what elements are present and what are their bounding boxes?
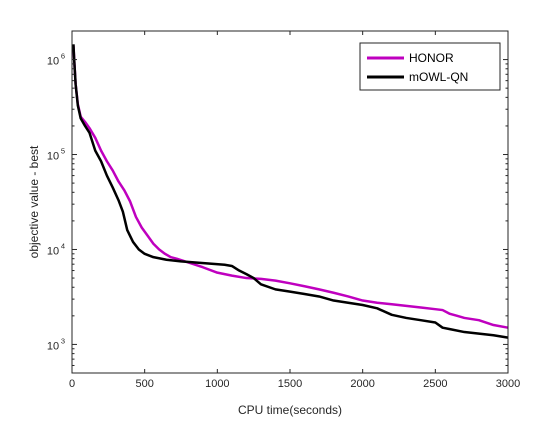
x-tick-label: 1000 [205,378,229,390]
x-tick-label: 2000 [350,378,374,390]
x-tick-label: 500 [135,378,153,390]
series-layer [72,44,509,339]
y-tick-label: 10 [47,245,59,257]
x-tick-label: 3000 [496,378,520,390]
y-tick-label: 10 [47,340,59,352]
x-tick-label: 0 [69,378,75,390]
x-tick-label: 2500 [423,378,447,390]
x-tick-label: 1500 [278,378,302,390]
series-line-mowl-qn [72,44,509,339]
legend-label-honor: HONOR [409,51,454,65]
series-line-honor [72,45,509,329]
y-tick-exponent: 5 [61,147,65,156]
y-axis-label: objective value - best [27,145,41,258]
y-tick-label: 10 [47,151,59,163]
y-tick-label: 10 [47,56,59,68]
y-tick-exponent: 6 [61,52,65,61]
y-tick-exponent: 4 [61,241,65,250]
y-tick-exponent: 3 [61,336,65,345]
x-axis-label: CPU time(seconds) [238,403,342,417]
legend: HONOR mOWL-QN [359,42,501,91]
legend-box [359,42,501,91]
legend-label-mowlqn: mOWL-QN [409,70,468,84]
